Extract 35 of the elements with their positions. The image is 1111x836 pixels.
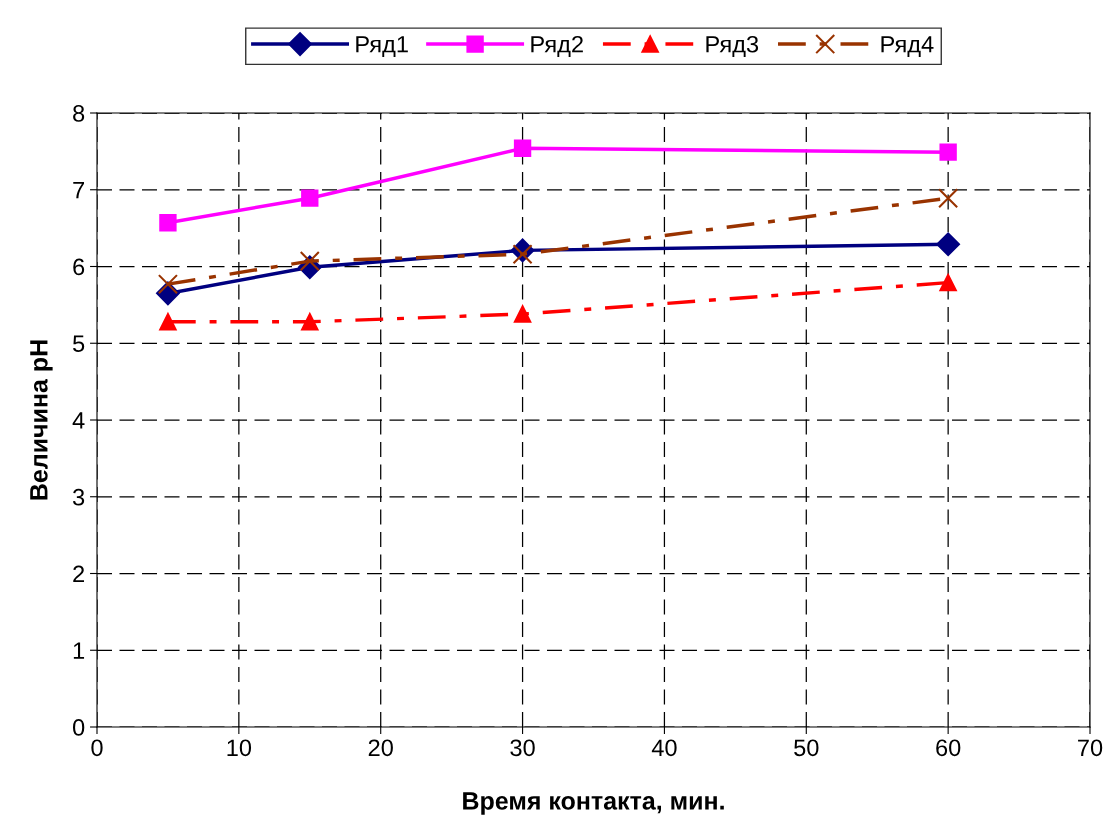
point (299, 251, 320, 272)
x-axis-title: Время контакта, мин. (463, 792, 724, 815)
point (159, 214, 177, 232)
y-tick-label: 1 (73, 642, 85, 659)
y-tick-label: 4 (72, 412, 85, 429)
x-tick-label: 50 (794, 739, 819, 757)
point (301, 189, 319, 207)
x-tick-label: 20 (368, 739, 393, 757)
point (159, 313, 177, 331)
point (301, 313, 319, 331)
y-tick-label: 6 (73, 258, 85, 276)
point (939, 273, 957, 292)
y-tick-label: 5 (73, 335, 85, 353)
y-tick-label: 7 (73, 182, 85, 199)
x-tick-label: 40 (651, 739, 677, 757)
legend-label: Ряд1 (356, 36, 408, 58)
point (938, 188, 959, 209)
x-tick-label: 0 (91, 739, 103, 757)
point (939, 143, 957, 161)
x-tick-label: 60 (936, 739, 961, 757)
point (936, 232, 960, 257)
y-tick-label: 2 (73, 565, 85, 583)
point (512, 244, 533, 265)
x-tick-label: 10 (227, 739, 252, 757)
legend-label: Ряд2 (531, 35, 583, 58)
legend-label: Ряд3 (706, 35, 759, 58)
point (513, 139, 532, 157)
x-tick-label: 70 (1078, 739, 1103, 757)
legend-label: Ряд4 (881, 36, 934, 58)
y-tick-label: 8 (73, 105, 85, 122)
point (513, 305, 532, 323)
y-tick-label: 3 (72, 488, 85, 506)
y-axis-title: Величина pH (30, 340, 53, 500)
y-tick-label: 0 (72, 719, 85, 736)
x-tick-label: 30 (510, 739, 535, 757)
